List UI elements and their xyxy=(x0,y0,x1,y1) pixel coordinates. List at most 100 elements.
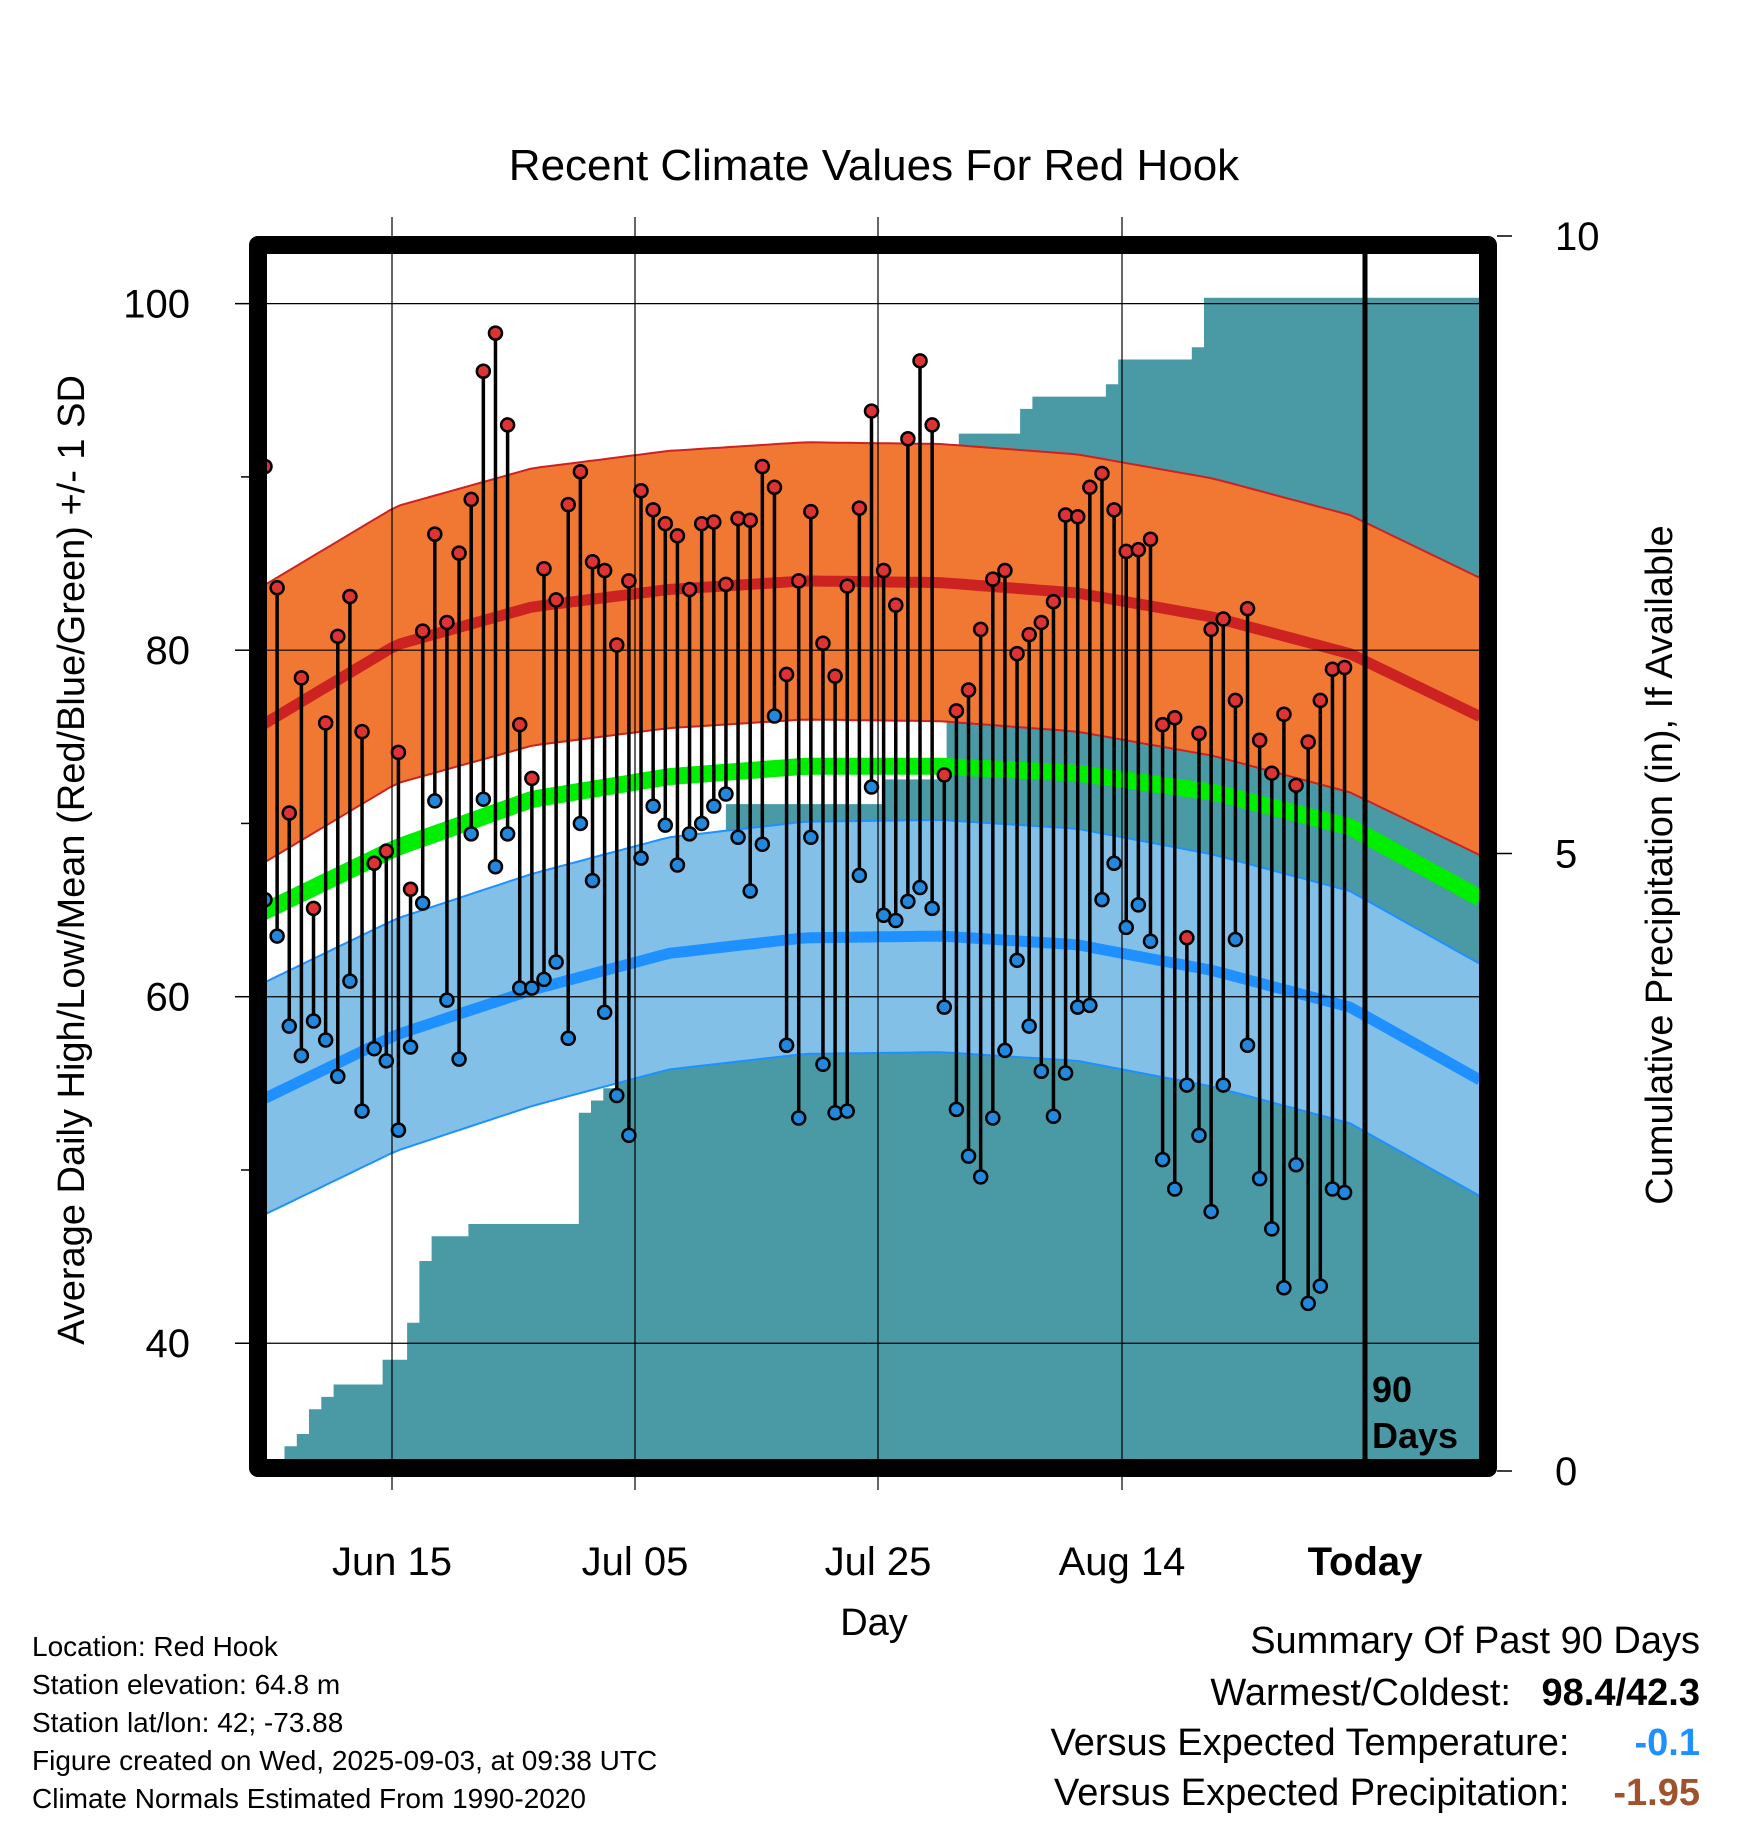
y-tick-label: 60 xyxy=(146,976,191,1020)
high-marker xyxy=(1191,725,1207,742)
low-marker xyxy=(681,826,698,842)
low-marker xyxy=(863,779,880,795)
x-tick-label: Jun 15 xyxy=(332,1540,452,1584)
low-marker xyxy=(439,992,455,1008)
low-marker xyxy=(1336,1184,1353,1201)
plot-frame xyxy=(249,236,1497,1477)
high-marker xyxy=(596,562,613,579)
low-marker xyxy=(1300,1295,1316,1312)
y2-tick-label: 5 xyxy=(1555,833,1577,877)
low-marker xyxy=(936,999,953,1015)
high-marker xyxy=(621,573,637,589)
y2-tick-label: 10 xyxy=(1555,215,1600,259)
high-marker xyxy=(330,628,346,645)
high-marker xyxy=(1239,600,1256,617)
high-marker xyxy=(839,578,855,594)
high-marker xyxy=(669,528,686,544)
x-tick-label: Today xyxy=(1308,1540,1424,1584)
high-marker xyxy=(1336,659,1353,676)
high-marker xyxy=(681,581,698,598)
low-marker xyxy=(596,1004,613,1021)
y2-axis-label: Cumulative Precipitation (in), If Availa… xyxy=(1639,525,1681,1204)
high-marker xyxy=(499,417,516,433)
low-marker xyxy=(669,857,686,873)
high-marker xyxy=(1033,614,1050,631)
info-normals: Climate Normals Estimated From 1990-2020 xyxy=(32,1783,586,1814)
summary-heading: Summary Of Past 90 Days xyxy=(1250,1620,1700,1662)
high-marker xyxy=(1154,716,1171,733)
high-marker xyxy=(584,554,601,570)
high-marker xyxy=(948,703,965,719)
today-days-number: 90 xyxy=(1372,1369,1412,1410)
low-marker xyxy=(317,1032,334,1048)
low-marker xyxy=(1094,891,1110,908)
high-marker xyxy=(718,576,734,593)
low-marker xyxy=(1179,1077,1195,1093)
low-marker xyxy=(1118,919,1134,936)
low-marker xyxy=(366,1040,382,1057)
low-marker xyxy=(754,836,771,852)
high-marker xyxy=(633,483,649,499)
low-marker xyxy=(269,928,285,944)
today-days-word: Days xyxy=(1372,1415,1458,1456)
high-marker xyxy=(1142,531,1159,548)
high-marker xyxy=(378,843,395,859)
high-marker xyxy=(366,855,382,872)
high-marker xyxy=(1167,710,1183,726)
low-marker xyxy=(487,859,504,875)
low-marker xyxy=(827,1105,843,1121)
low-marker xyxy=(657,817,674,833)
low-marker xyxy=(645,798,661,814)
high-marker xyxy=(1082,479,1098,496)
x-tick-label: Jul 25 xyxy=(825,1540,932,1584)
low-marker xyxy=(354,1103,370,1119)
low-marker xyxy=(706,798,722,814)
summary-precip-label: Versus Expected Precipitation: xyxy=(1054,1772,1570,1814)
high-marker xyxy=(560,496,576,513)
low-marker xyxy=(330,1068,346,1085)
summary-precip-value: -1.95 xyxy=(1613,1772,1700,1814)
low-marker xyxy=(572,815,589,832)
low-marker xyxy=(693,815,710,832)
high-marker xyxy=(354,723,370,740)
low-marker xyxy=(1167,1181,1183,1197)
low-marker xyxy=(390,1122,407,1138)
info-latlon: Station lat/lon: 42; -73.88 xyxy=(32,1707,344,1738)
high-marker xyxy=(766,479,783,496)
high-marker xyxy=(815,635,831,651)
low-marker xyxy=(378,1053,395,1069)
high-marker xyxy=(657,515,674,532)
high-marker xyxy=(1130,541,1147,558)
low-marker xyxy=(621,1127,637,1144)
summary-temperature: Versus Expected Temperature: -0.1 xyxy=(1051,1722,1700,1765)
high-marker xyxy=(609,637,625,653)
low-marker xyxy=(1191,1127,1207,1144)
low-marker xyxy=(1264,1221,1280,1237)
summary-warmest-label: Warmest/Coldest: xyxy=(1210,1672,1511,1714)
high-marker xyxy=(1009,645,1025,662)
low-marker xyxy=(803,829,819,846)
summary-temp-value: -0.1 xyxy=(1634,1722,1700,1764)
high-marker xyxy=(693,515,710,532)
low-marker xyxy=(475,791,492,807)
high-marker xyxy=(900,431,916,447)
low-marker xyxy=(1276,1280,1292,1296)
high-marker xyxy=(790,573,807,589)
low-marker xyxy=(730,829,746,846)
high-marker xyxy=(1251,732,1268,749)
high-marker xyxy=(487,325,504,341)
high-marker xyxy=(1179,930,1195,946)
high-marker xyxy=(936,767,953,783)
high-marker xyxy=(1312,692,1329,709)
low-marker xyxy=(293,1047,310,1064)
low-marker xyxy=(1057,1065,1074,1081)
summary-warmest-value: 98.4/42.3 xyxy=(1541,1672,1700,1714)
y-tick-label: 100 xyxy=(123,283,190,327)
x-axis-label: Day xyxy=(840,1602,908,1644)
station-info: Location: Red Hook Station elevation: 64… xyxy=(32,1628,657,1818)
chart-title: Recent Climate Values For Red Hook xyxy=(509,141,1240,190)
high-marker xyxy=(463,491,479,508)
low-marker xyxy=(960,1148,977,1164)
low-marker xyxy=(900,893,916,910)
high-marker xyxy=(439,614,455,631)
